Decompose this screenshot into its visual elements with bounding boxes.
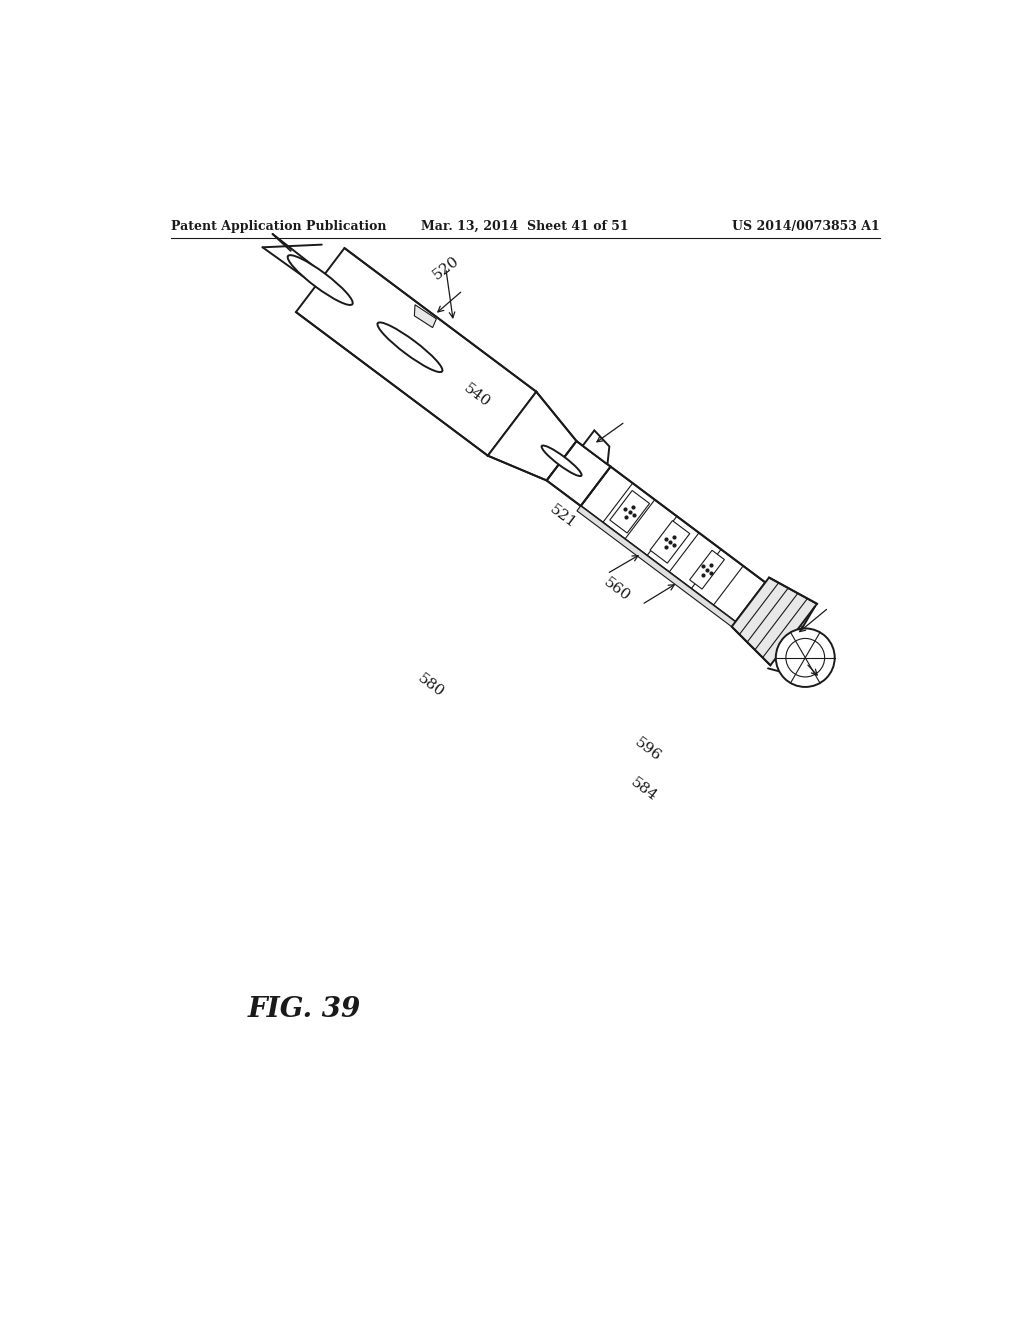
Text: 596: 596	[632, 735, 664, 764]
Polygon shape	[296, 248, 537, 455]
Polygon shape	[577, 506, 735, 627]
Text: 584: 584	[628, 775, 659, 804]
Ellipse shape	[288, 255, 352, 305]
Ellipse shape	[776, 628, 835, 686]
Text: Patent Application Publication: Patent Application Publication	[171, 219, 386, 232]
Polygon shape	[583, 430, 609, 465]
Text: US 2014/0073853 A1: US 2014/0073853 A1	[732, 219, 880, 232]
Polygon shape	[581, 466, 765, 622]
Polygon shape	[547, 441, 610, 506]
Polygon shape	[650, 520, 690, 564]
Text: FIG. 39: FIG. 39	[248, 995, 361, 1023]
Polygon shape	[610, 491, 649, 533]
Text: 520: 520	[430, 253, 462, 282]
Text: 521: 521	[547, 502, 579, 531]
Text: 560: 560	[601, 576, 633, 605]
Polygon shape	[487, 392, 577, 480]
Polygon shape	[732, 578, 817, 665]
Text: 540: 540	[461, 381, 493, 411]
Ellipse shape	[378, 322, 442, 372]
Text: 580: 580	[415, 672, 446, 700]
Polygon shape	[415, 305, 436, 327]
Ellipse shape	[785, 639, 824, 677]
Text: Mar. 13, 2014  Sheet 41 of 51: Mar. 13, 2014 Sheet 41 of 51	[421, 219, 629, 232]
Polygon shape	[689, 550, 724, 589]
Ellipse shape	[542, 445, 582, 477]
